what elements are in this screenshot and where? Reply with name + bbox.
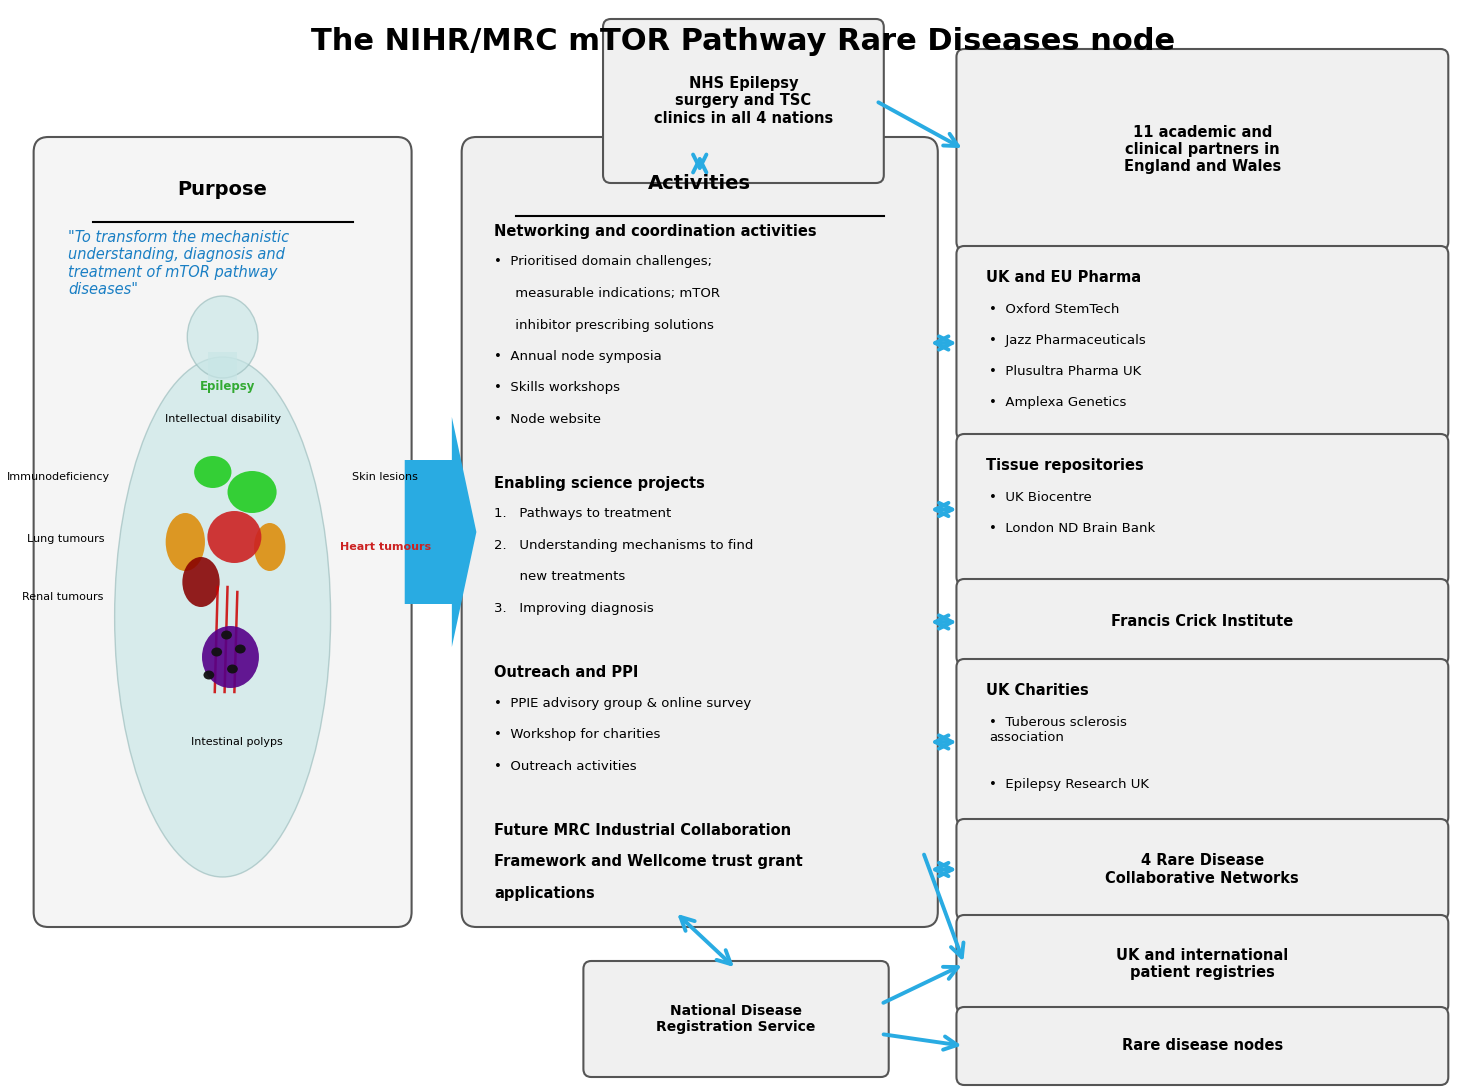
Text: 2.   Understanding mechanisms to find: 2. Understanding mechanisms to find [493, 539, 754, 552]
Text: applications: applications [493, 886, 594, 900]
Ellipse shape [221, 630, 231, 639]
Text: Rare disease nodes: Rare disease nodes [1121, 1038, 1282, 1053]
Text: Skin lesions: Skin lesions [353, 472, 419, 482]
Ellipse shape [211, 648, 223, 657]
Text: •  Outreach activities: • Outreach activities [493, 760, 637, 773]
Ellipse shape [208, 511, 262, 563]
Text: Enabling science projects: Enabling science projects [493, 476, 706, 491]
FancyBboxPatch shape [603, 18, 884, 183]
Text: Purpose: Purpose [177, 180, 268, 199]
Text: UK and international
patient registries: UK and international patient registries [1116, 948, 1288, 980]
Text: 3.   Improving diagnosis: 3. Improving diagnosis [493, 602, 654, 615]
FancyBboxPatch shape [956, 434, 1448, 585]
Text: •  Tuberous sclerosis
association: • Tuberous sclerosis association [988, 716, 1127, 744]
Text: "To transform the mechanistic
understanding, diagnosis and
treatment of mTOR pat: "To transform the mechanistic understand… [67, 230, 288, 297]
Text: •  Prioritised domain challenges;: • Prioritised domain challenges; [493, 255, 712, 268]
Text: •  Annual node symposia: • Annual node symposia [493, 350, 662, 363]
FancyBboxPatch shape [956, 659, 1448, 825]
Text: •  UK Biocentre: • UK Biocentre [988, 491, 1092, 504]
Text: •  Skills workshops: • Skills workshops [493, 382, 621, 395]
Text: UK and EU Pharma: UK and EU Pharma [985, 270, 1140, 285]
Text: Future MRC Industrial Collaboration: Future MRC Industrial Collaboration [493, 823, 791, 837]
Ellipse shape [255, 523, 285, 571]
Ellipse shape [165, 513, 205, 571]
Text: National Disease
Registration Service: National Disease Registration Service [656, 1004, 815, 1034]
FancyBboxPatch shape [956, 579, 1448, 665]
Ellipse shape [195, 457, 231, 488]
Text: 4 Rare Disease
Collaborative Networks: 4 Rare Disease Collaborative Networks [1105, 853, 1299, 886]
Text: The NIHR/MRC mTOR Pathway Rare Diseases node: The NIHR/MRC mTOR Pathway Rare Diseases … [312, 27, 1176, 57]
Ellipse shape [183, 557, 220, 607]
Polygon shape [404, 417, 476, 647]
Text: Intellectual disability: Intellectual disability [164, 414, 281, 424]
Text: •  Workshop for charities: • Workshop for charities [493, 728, 660, 741]
FancyBboxPatch shape [956, 819, 1448, 920]
Text: Networking and coordination activities: Networking and coordination activities [493, 224, 817, 239]
Ellipse shape [114, 357, 331, 877]
Text: Framework and Wellcome trust grant: Framework and Wellcome trust grant [493, 854, 802, 869]
Text: UK Charities: UK Charities [985, 683, 1089, 698]
Text: measurable indications; mTOR: measurable indications; mTOR [493, 287, 720, 300]
Text: new treatments: new treatments [493, 571, 625, 584]
Text: •  Jazz Pharmaceuticals: • Jazz Pharmaceuticals [988, 334, 1146, 347]
Text: Tissue repositories: Tissue repositories [985, 458, 1143, 473]
Text: •  Plusultra Pharma UK: • Plusultra Pharma UK [988, 365, 1140, 378]
Text: •  Oxford StemTech: • Oxford StemTech [988, 303, 1118, 316]
Text: •  PPIE advisory group & online survey: • PPIE advisory group & online survey [493, 697, 751, 710]
Ellipse shape [227, 471, 277, 513]
Text: •  Epilepsy Research UK: • Epilepsy Research UK [988, 778, 1149, 791]
FancyBboxPatch shape [461, 137, 938, 927]
Ellipse shape [227, 664, 237, 674]
Text: Epilepsy: Epilepsy [201, 380, 255, 393]
Text: Immunodeficiency: Immunodeficiency [7, 472, 110, 482]
FancyBboxPatch shape [956, 246, 1448, 440]
Text: Francis Crick Institute: Francis Crick Institute [1111, 614, 1294, 629]
Text: Lung tumours: Lung tumours [28, 534, 105, 544]
Ellipse shape [202, 626, 259, 688]
Text: •  Node website: • Node website [493, 413, 602, 426]
FancyBboxPatch shape [34, 137, 411, 927]
Text: 11 academic and
clinical partners in
England and Wales: 11 academic and clinical partners in Eng… [1124, 125, 1281, 174]
Text: •  London ND Brain Bank: • London ND Brain Bank [988, 522, 1155, 535]
FancyBboxPatch shape [208, 352, 237, 380]
FancyBboxPatch shape [583, 961, 889, 1077]
FancyBboxPatch shape [956, 1007, 1448, 1085]
Text: •  Amplexa Genetics: • Amplexa Genetics [988, 396, 1126, 409]
Text: NHS Epilepsy
surgery and TSC
clinics in all 4 nations: NHS Epilepsy surgery and TSC clinics in … [654, 76, 833, 126]
Text: Heart tumours: Heart tumours [340, 542, 430, 552]
Text: Intestinal polyps: Intestinal polyps [192, 737, 283, 747]
Text: Outreach and PPI: Outreach and PPI [493, 665, 638, 680]
FancyBboxPatch shape [956, 915, 1448, 1013]
Text: 1.   Pathways to treatment: 1. Pathways to treatment [493, 508, 672, 521]
Ellipse shape [234, 645, 246, 653]
Ellipse shape [203, 671, 214, 679]
FancyBboxPatch shape [956, 49, 1448, 250]
Text: Activities: Activities [649, 174, 751, 193]
Text: inhibitor prescribing solutions: inhibitor prescribing solutions [493, 318, 714, 332]
Ellipse shape [187, 296, 258, 378]
Text: Renal tumours: Renal tumours [22, 592, 104, 602]
